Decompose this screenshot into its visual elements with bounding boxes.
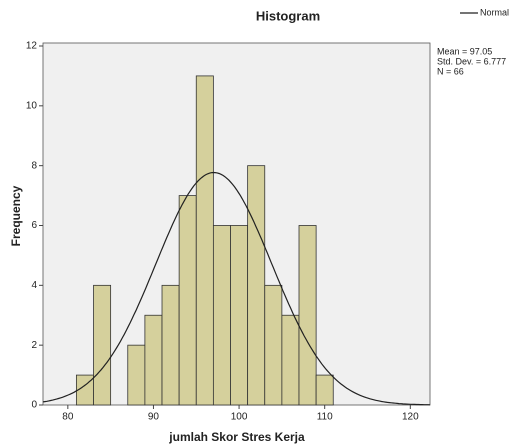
bar bbox=[212, 225, 231, 406]
y-tick-label: 6 bbox=[31, 220, 37, 231]
chart-title: Histogram bbox=[256, 8, 320, 23]
x-tick-label: 80 bbox=[62, 412, 74, 423]
bar bbox=[298, 225, 317, 406]
y-tick-label: 0 bbox=[31, 400, 37, 411]
bar bbox=[161, 284, 180, 406]
bar bbox=[264, 284, 283, 406]
x-tick-label: 100 bbox=[231, 412, 248, 423]
bar bbox=[178, 195, 197, 406]
x-tick-label: 110 bbox=[317, 412, 333, 423]
x-axis-label: jumlah Skor Stres Kerja bbox=[168, 430, 305, 444]
bar bbox=[195, 75, 214, 406]
y-axis-label: Frequency bbox=[9, 185, 23, 246]
bar bbox=[127, 344, 146, 406]
bar bbox=[315, 374, 334, 406]
normal-curve bbox=[42, 171, 431, 406]
x-tick-label: 90 bbox=[148, 412, 160, 423]
bar bbox=[230, 225, 249, 406]
bar bbox=[144, 314, 163, 406]
y-tick-label: 8 bbox=[31, 160, 37, 171]
bar bbox=[93, 284, 112, 406]
bar bbox=[281, 314, 300, 406]
y-tick-label: 4 bbox=[31, 280, 37, 291]
x-tick-label: 120 bbox=[402, 412, 419, 423]
y-tick-label: 10 bbox=[26, 100, 38, 111]
y-tick-label: 12 bbox=[26, 41, 38, 52]
stat-label: N = 66 bbox=[437, 66, 464, 76]
y-tick-label: 2 bbox=[31, 340, 37, 351]
stat-label: Mean = 97.05 bbox=[437, 46, 492, 56]
stat-label: Std. Dev. = 6.777 bbox=[437, 56, 506, 66]
legend-label: Normal bbox=[480, 7, 509, 17]
bar bbox=[247, 165, 266, 406]
